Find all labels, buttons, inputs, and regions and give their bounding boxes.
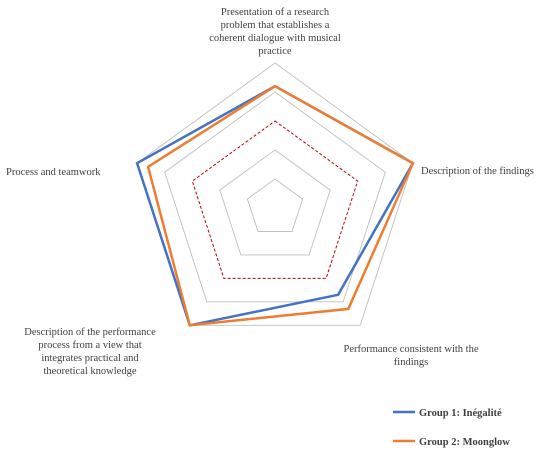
- axis-label-4: Description of the performance process fr…: [24, 327, 156, 377]
- grid-ring-2: [219, 149, 331, 256]
- axis-label-2: Description of the findings: [421, 166, 534, 177]
- legend-label-group-2: Group 2: Moonglow: [419, 437, 510, 448]
- grid-ring-4: [164, 91, 386, 303]
- reference-ring: [191, 120, 359, 279]
- axis-label-line: Description of the findings: [421, 166, 534, 177]
- series-line-group-2: [146, 84, 415, 327]
- axis-label-line: Presentation of a research: [221, 7, 330, 18]
- grid-ring-5: [136, 62, 414, 326]
- radar-series: [135, 84, 415, 327]
- axis-label-line: Description of the performance: [24, 327, 156, 338]
- axis-label-3: Performance consistent with the findings: [343, 344, 478, 368]
- axis-label-line: findings: [394, 357, 428, 368]
- legend: Group 1: Inégalité Group 2: Moonglow: [393, 408, 510, 448]
- axis-label-line: Process and teamwork: [6, 167, 101, 178]
- axis-labels: Presentation of a research problem that e…: [6, 7, 534, 377]
- grid-ring-1: [246, 178, 304, 232]
- axis-label-line: integrates practical and: [41, 353, 139, 364]
- legend-label-group-1: Group 1: Inégalité: [419, 408, 502, 419]
- axis-label-line: Performance consistent with the: [343, 344, 478, 355]
- axis-label-line: theoretical knowledge: [43, 366, 136, 377]
- axis-label-line: problem that establishes a: [221, 20, 330, 31]
- radar-grid: [136, 62, 414, 326]
- axis-label-5: Process and teamwork: [6, 167, 101, 178]
- axis-label-line: practice: [258, 46, 292, 57]
- axis-label-line: coherent dialogue with musical: [209, 33, 341, 44]
- axis-label-1: Presentation of a research problem that e…: [209, 7, 341, 57]
- axis-label-line: process from a view that: [38, 340, 141, 351]
